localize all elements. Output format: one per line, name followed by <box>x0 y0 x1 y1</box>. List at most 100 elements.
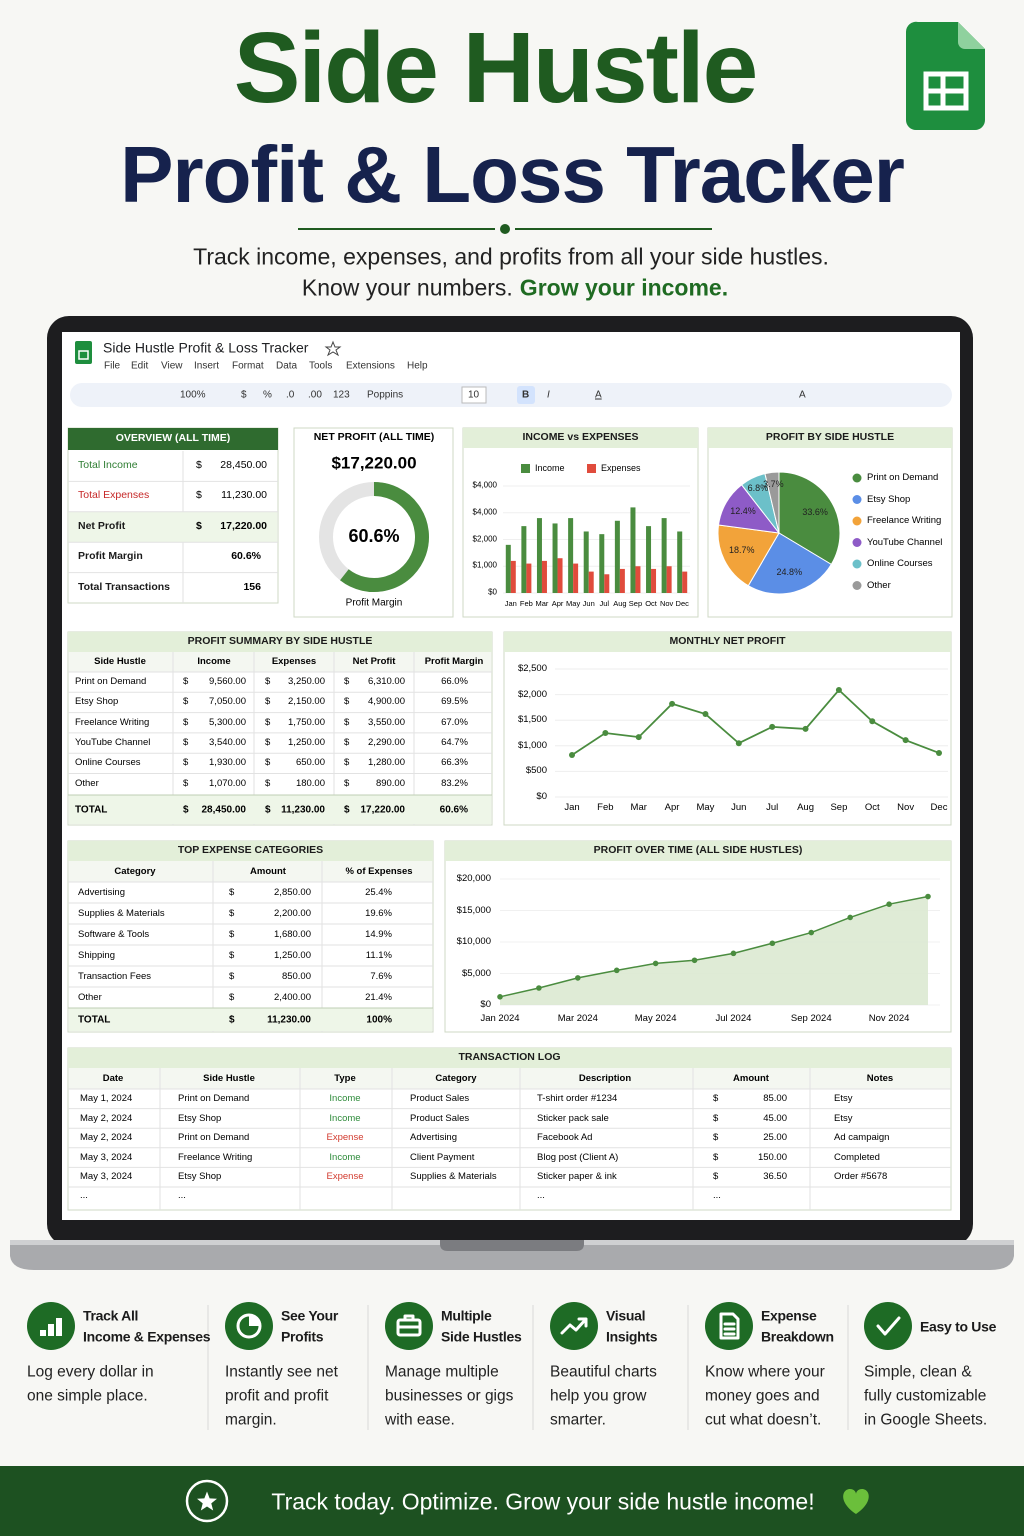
panel-header <box>68 632 492 652</box>
cell: 36.50 <box>763 1171 787 1183</box>
total-cell: $ <box>183 804 189 816</box>
total-row <box>69 795 491 824</box>
feature-text: with ease. <box>385 1411 455 1429</box>
panel-header <box>708 428 952 448</box>
cell: $ <box>713 1131 719 1143</box>
cell: Freelance Writing <box>178 1151 253 1163</box>
cell: 66.0% <box>441 675 468 687</box>
point <box>652 960 659 967</box>
total-cell: TOTAL <box>75 804 108 816</box>
panel-title: PROFIT SUMMARY BY SIDE HUSTLE <box>187 635 373 648</box>
column-header: Amount <box>250 865 286 877</box>
toolbar-item: 123 <box>333 389 350 401</box>
panel-title: OVERVIEW (ALL TIME) <box>115 432 231 445</box>
cell: Sticker pack sale <box>537 1112 609 1124</box>
toolbar-item: A <box>595 389 602 401</box>
donut-caption: Profit Margin <box>345 597 403 609</box>
feature-title: Breakdown <box>761 1328 834 1345</box>
legend-label: YouTube Channel <box>867 536 943 548</box>
y-tick-label: $0 <box>480 998 491 1010</box>
point <box>536 985 542 991</box>
panel-title: TOP EXPENSE CATEGORIES <box>177 844 324 857</box>
feature-glyph <box>249 1315 260 1326</box>
feature-title: Track All <box>83 1307 139 1324</box>
cell: 14.9% <box>365 928 392 940</box>
footer-star <box>197 1491 217 1511</box>
cell: Blog post (Client A) <box>537 1151 619 1163</box>
legend-label: Income <box>535 463 565 474</box>
x-tick-label: Aug <box>797 801 814 813</box>
x-tick-label: Jul <box>766 801 779 813</box>
column-header: Net Profit <box>352 655 396 667</box>
subtitle: Profit & Loss Tracker <box>120 130 905 219</box>
bar <box>552 523 558 593</box>
feature-icon <box>864 1302 912 1350</box>
column-header: Amount <box>733 1072 769 1084</box>
x-tick-label: Feb <box>519 598 533 608</box>
toolbar-item: A <box>799 389 806 401</box>
bar <box>682 571 688 593</box>
cell: $ <box>229 949 235 961</box>
feature-glyph <box>56 1318 62 1336</box>
cell: $ <box>265 777 271 789</box>
toolbar-item: .00 <box>308 389 322 401</box>
panel-title: TRANSACTION LOG <box>458 1051 561 1064</box>
y-tick-label: $20,000 <box>456 872 491 884</box>
total-cell: 60.6% <box>439 804 468 816</box>
x-tick-label: Mar <box>535 598 549 608</box>
feature-text: money goes and <box>705 1387 820 1405</box>
cell: 1,750.00 <box>288 716 325 728</box>
feature-glyph <box>560 1317 588 1335</box>
x-tick-label: Nov 2024 <box>868 1012 910 1024</box>
column-header: Date <box>102 1072 124 1084</box>
y-tick-label: $2,000 <box>517 688 547 700</box>
x-tick-label: Apr <box>551 598 564 608</box>
cell: Supplies & Materials <box>78 907 165 919</box>
cell: 2,290.00 <box>368 736 405 748</box>
legend-label: Expenses <box>601 463 641 474</box>
y-tick-label: $2,000 <box>472 534 497 544</box>
cell: 1,280.00 <box>368 756 405 768</box>
legend-swatch <box>852 559 862 569</box>
overview-value: 60.6% <box>231 550 261 563</box>
cell: T-shirt order #1234 <box>537 1092 618 1104</box>
point <box>635 734 642 741</box>
column-header: Side Hustle <box>94 655 146 667</box>
legend-swatch <box>852 516 862 526</box>
cell: 4,900.00 <box>368 696 405 708</box>
total-cell: $ <box>344 804 350 816</box>
cell: Order #5678 <box>834 1171 888 1183</box>
feature-text: businesses or gigs <box>385 1387 514 1405</box>
cell: 69.5% <box>441 696 468 708</box>
cell: May 3, 2024 <box>80 1151 133 1163</box>
legend-swatch <box>852 538 862 547</box>
panel-header <box>445 841 951 861</box>
legend-swatch <box>521 464 530 473</box>
x-tick-label: Mar 2024 <box>557 1012 598 1024</box>
bar <box>573 563 579 593</box>
cell: $ <box>344 777 350 789</box>
legend-swatch <box>587 464 596 473</box>
cell: 180.00 <box>295 777 325 789</box>
toolbar-item: $ <box>241 389 247 401</box>
cell: $ <box>713 1151 719 1163</box>
feature-icon <box>705 1302 753 1350</box>
panel-header <box>68 428 278 450</box>
cell: 6,310.00 <box>368 675 405 687</box>
x-tick-label: Dec <box>930 801 948 813</box>
cell: $ <box>713 1171 719 1183</box>
overview-value: 17,220.00 <box>220 520 267 533</box>
toolbar-item: B <box>522 389 530 401</box>
bar <box>505 544 511 593</box>
x-tick-label: Jul <box>599 598 610 608</box>
footer-heart <box>843 1489 869 1514</box>
x-tick-label: Dec <box>675 598 689 608</box>
feature-title: Multiple <box>441 1307 492 1324</box>
panel-header <box>68 841 433 861</box>
area <box>500 896 928 1005</box>
total-row <box>69 1008 432 1031</box>
cell: May 3, 2024 <box>80 1171 133 1183</box>
feature-text: one simple place. <box>27 1387 148 1405</box>
cell: Print on Demand <box>75 675 147 687</box>
bar <box>646 526 652 593</box>
